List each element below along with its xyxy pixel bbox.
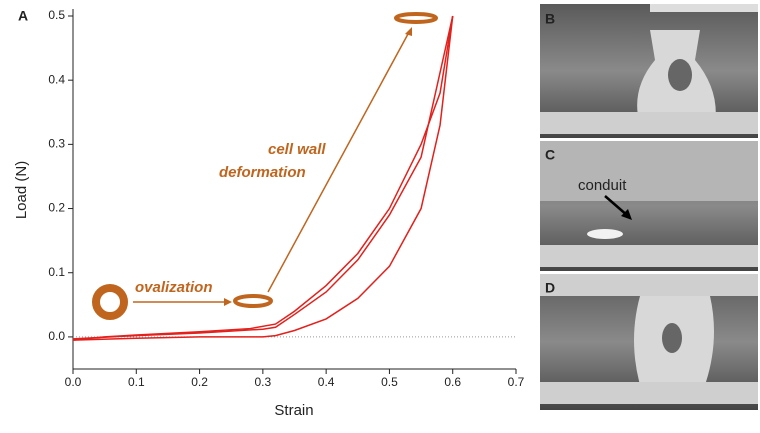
x-tick-label: 0.1 (128, 375, 145, 389)
y-tick-label: 0.1 (48, 265, 65, 279)
x-tick-label: 0.7 (508, 375, 525, 389)
y-tick-label: 0.2 (48, 201, 65, 215)
y-tick-label: 0.4 (48, 72, 65, 86)
x-tick-label: 0.0 (65, 375, 82, 389)
photo-label: conduit (578, 177, 627, 194)
panel-label: D (545, 280, 555, 296)
x-tick-label: 0.6 (444, 375, 461, 389)
x-tick-label: 0.2 (191, 375, 208, 389)
curve (72, 15, 454, 341)
annotation: cell wall (268, 141, 326, 158)
y-tick-label: 0.0 (48, 329, 65, 343)
annotation: ovalization (135, 279, 213, 296)
x-tick-label: 0.5 (381, 375, 398, 389)
y-axis-label: Load (N) (13, 161, 30, 219)
panel-label: A (18, 8, 28, 24)
y-tick-label: 0.3 (48, 137, 65, 151)
curve (72, 15, 454, 340)
x-tick-label: 0.4 (318, 375, 335, 389)
panel-label: B (545, 11, 555, 27)
x-tick-label: 0.3 (255, 375, 272, 389)
photos (540, 4, 758, 410)
icons (92, 12, 438, 320)
x-axis-label: Strain (274, 402, 313, 419)
y-tick-label: 0.5 (48, 8, 65, 22)
panel-label: C (545, 147, 555, 163)
annotation: deformation (219, 164, 306, 181)
